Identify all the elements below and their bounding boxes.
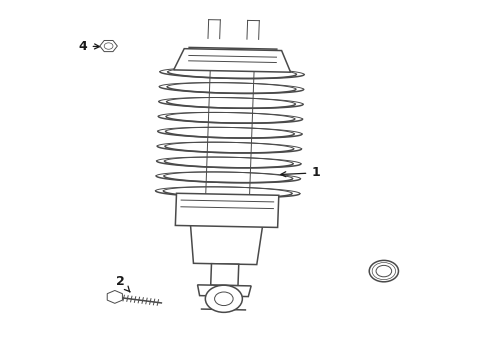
Polygon shape <box>156 191 300 198</box>
Polygon shape <box>157 146 301 153</box>
Circle shape <box>215 292 233 306</box>
Polygon shape <box>158 116 302 123</box>
Polygon shape <box>197 285 251 297</box>
Polygon shape <box>158 131 302 138</box>
Polygon shape <box>190 220 263 265</box>
Polygon shape <box>173 49 291 72</box>
Polygon shape <box>100 40 117 51</box>
Circle shape <box>369 260 398 282</box>
Text: 1: 1 <box>281 166 320 179</box>
Circle shape <box>205 285 243 312</box>
Circle shape <box>376 265 392 277</box>
Polygon shape <box>157 161 301 168</box>
Polygon shape <box>159 87 304 93</box>
Polygon shape <box>159 102 303 108</box>
Text: 3: 3 <box>381 261 393 274</box>
Text: 4: 4 <box>79 40 99 53</box>
Polygon shape <box>211 264 239 285</box>
Polygon shape <box>107 291 122 303</box>
Text: 2: 2 <box>117 275 130 292</box>
Circle shape <box>104 43 113 49</box>
Polygon shape <box>160 72 304 78</box>
Polygon shape <box>156 176 300 183</box>
Polygon shape <box>175 193 279 228</box>
